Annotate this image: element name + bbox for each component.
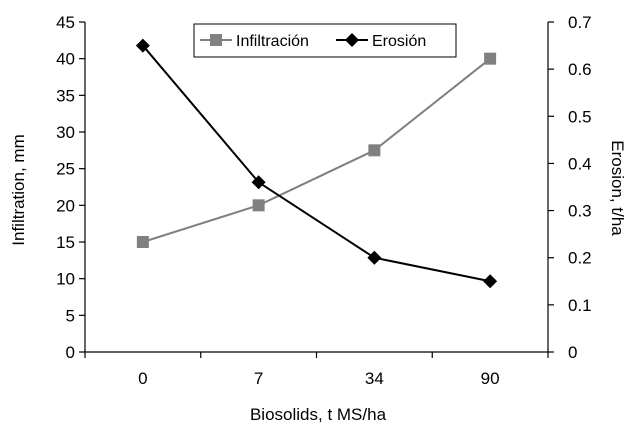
left-tick-label: 25 [56, 160, 75, 179]
left-tick-label: 15 [56, 233, 75, 252]
axes [84, 22, 549, 353]
data-point-erosion [367, 250, 382, 265]
x-axis-title: Biosolids, t MS/ha [250, 405, 387, 424]
left-tick-label: 30 [56, 123, 75, 142]
series-layer [135, 38, 498, 289]
left-axis-title: Infiltration, mm [9, 134, 28, 245]
legend-marker-erosion [345, 33, 359, 47]
data-point-infiltracion [484, 52, 497, 65]
right-tick-label: 0.7 [568, 13, 592, 32]
left-axis-ticks: 0 5 10 15 20 25 30 35 40 45 [56, 13, 85, 362]
right-axis-title: Erosion, t/ha [608, 140, 626, 236]
right-axis-ticks: 0 0.1 0.2 0.3 0.4 0.5 0.6 0.7 [548, 13, 592, 362]
left-tick-label: 45 [56, 13, 75, 32]
data-point-erosion [251, 175, 266, 190]
series-line-infiltracion [142, 57, 491, 243]
left-tick-label: 35 [56, 86, 75, 105]
legend: Infiltración Erosión [193, 23, 457, 58]
legend-marker-infiltracion [210, 34, 222, 46]
x-axis-ticks: 0 7 34 90 [84, 352, 549, 388]
x-tick-label: 90 [481, 369, 500, 388]
right-tick-label: 0.6 [568, 60, 592, 79]
right-tick-label: 0.1 [568, 296, 592, 315]
right-tick-label: 0.3 [568, 202, 592, 221]
series-line-erosion [142, 44, 491, 283]
left-tick-label: 0 [66, 343, 75, 362]
legend-box [193, 23, 457, 58]
data-point-infiltracion [368, 144, 381, 157]
right-tick-label: 0.5 [568, 107, 592, 126]
x-tick-label: 34 [365, 369, 384, 388]
data-point-infiltracion [136, 236, 149, 248]
right-tick-label: 0 [568, 343, 577, 362]
left-tick-label: 5 [66, 306, 75, 325]
legend-label-infiltracion: Infiltración [236, 33, 309, 50]
data-point-erosion [483, 274, 498, 289]
left-tick-label: 20 [56, 196, 75, 215]
legend-label-erosion: Erosión [372, 33, 426, 50]
x-tick-label: 0 [138, 369, 147, 388]
left-tick-label: 40 [56, 50, 75, 69]
data-point-infiltracion [252, 199, 265, 212]
left-tick-label: 10 [56, 270, 75, 289]
right-tick-label: 0.4 [568, 154, 592, 173]
right-tick-label: 0.2 [568, 249, 592, 268]
x-tick-label: 7 [254, 369, 263, 388]
data-point-erosion [135, 38, 150, 53]
